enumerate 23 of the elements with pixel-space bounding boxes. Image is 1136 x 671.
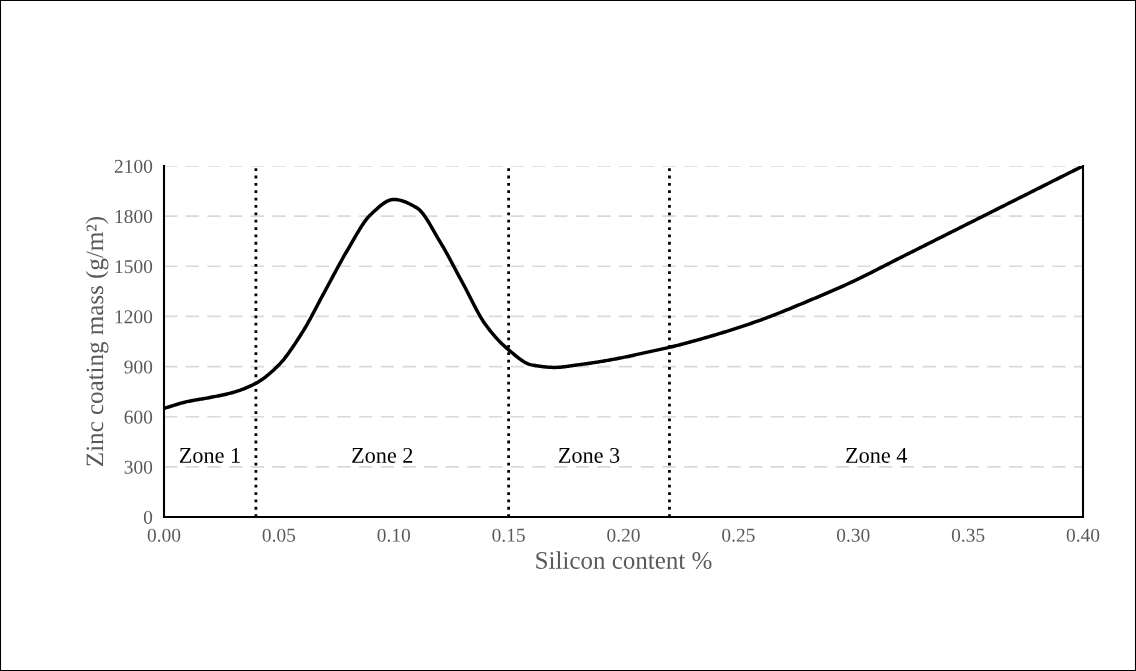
annotation: Zone 3: [558, 447, 620, 463]
x-axis-title: Silicon content %: [536, 551, 712, 569]
x-tick-label: 0.05: [262, 528, 296, 542]
y-tick-label: 1500: [115, 260, 153, 274]
y-tick-label: 1800: [115, 209, 153, 224]
annotation: Zone 1: [179, 448, 240, 463]
x-tick-label: 0.25: [722, 528, 755, 542]
y-tick-label: 0: [143, 510, 153, 524]
annotation: Zone 2: [352, 447, 413, 463]
x-tick-label: 0.40: [1066, 528, 1100, 542]
annotation: Zone 4: [846, 448, 908, 463]
x-tick-label: 0.15: [492, 528, 525, 542]
y-tick-label: 2100: [114, 159, 153, 173]
y-axis-title: Zinc coating mass (g/m²): [85, 217, 109, 466]
x-tick-label: 0.10: [377, 528, 411, 542]
y-tick-label: 600: [124, 410, 153, 424]
x-tick-label: 0.20: [607, 528, 640, 542]
x-tick-label: 0.30: [836, 528, 870, 542]
x-tick-label: 0.00: [147, 528, 181, 542]
y-tick-label: 900: [124, 360, 153, 374]
y-tick-label: 300: [124, 460, 153, 474]
x-tick-label: 0.35: [951, 528, 985, 542]
y-tick-label: 1200: [115, 310, 153, 324]
